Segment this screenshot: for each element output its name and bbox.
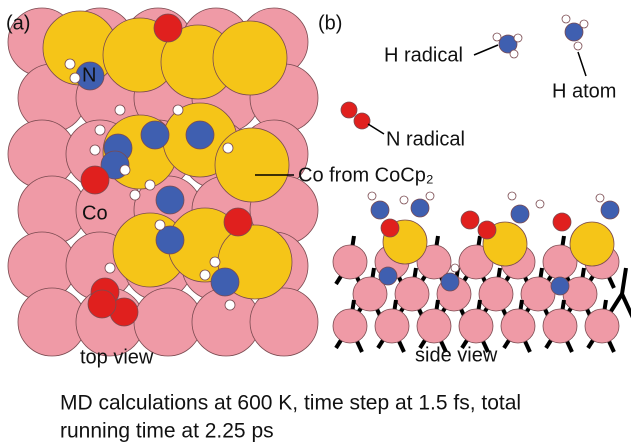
atom [200, 270, 210, 280]
atom [574, 42, 582, 50]
panel-label: (a) [6, 12, 30, 34]
atom [381, 219, 399, 237]
caption-line: MD calculations at 600 K, time step at 1… [60, 392, 521, 415]
atom [210, 257, 220, 267]
pointer [368, 124, 384, 134]
annotation: H atom [552, 80, 616, 102]
caption-line: running time at 2.25 ps [60, 420, 274, 443]
atom [426, 192, 434, 200]
atom [478, 221, 496, 239]
atom [105, 263, 115, 273]
atom [224, 208, 252, 236]
atom [508, 192, 516, 200]
atom [88, 290, 116, 318]
atom [375, 309, 409, 343]
atom [155, 220, 165, 230]
atom [562, 15, 570, 23]
atom [213, 21, 287, 95]
annotation: H radical [384, 44, 463, 66]
atom [225, 300, 235, 310]
atom [451, 264, 459, 272]
atom [553, 213, 571, 231]
view-caption: top view [80, 346, 154, 368]
atom [411, 199, 429, 217]
atom [90, 145, 100, 155]
pointer [474, 45, 498, 55]
atom [417, 309, 451, 343]
atom [501, 309, 535, 343]
atom [601, 201, 619, 219]
atom [215, 128, 289, 202]
atom [536, 200, 544, 208]
view-caption: side view [415, 344, 498, 366]
figure: (a) (b) N Co Co from CoCp₂ H radical H a… [0, 0, 631, 443]
pointer [578, 52, 586, 76]
atom [521, 277, 555, 311]
atom [115, 105, 125, 115]
annotation: Co from CoCp₂ [298, 164, 434, 186]
atom [459, 309, 493, 343]
atom [120, 165, 130, 175]
atom [400, 196, 408, 204]
atom [441, 273, 459, 291]
atom [145, 180, 155, 190]
atom [333, 309, 367, 343]
atom [211, 268, 239, 296]
atom [585, 309, 619, 343]
annotation: N radical [386, 128, 465, 150]
atom [551, 277, 569, 295]
atom-label: Co [82, 202, 108, 224]
atom [130, 190, 140, 200]
atom [371, 201, 389, 219]
atom [65, 59, 75, 69]
atom [354, 113, 370, 129]
atom [570, 222, 614, 266]
atom [223, 143, 233, 153]
atom [70, 73, 80, 83]
atom [493, 33, 501, 41]
bond [622, 294, 631, 320]
atom [186, 121, 214, 149]
atom [173, 105, 183, 115]
atom [511, 205, 529, 223]
panel-label: (b) [318, 12, 342, 34]
atom [395, 277, 429, 311]
atom [514, 34, 522, 42]
atom [479, 277, 513, 311]
top-view-atoms [8, 8, 318, 356]
atom [510, 50, 518, 58]
atom [81, 166, 109, 194]
atom [379, 267, 397, 285]
atom [154, 14, 182, 42]
atom [95, 125, 105, 135]
atom [543, 309, 577, 343]
atom [141, 121, 169, 149]
atom [580, 20, 588, 28]
atom [156, 186, 184, 214]
atom-label: N [82, 64, 96, 86]
atom [368, 192, 376, 200]
atom [333, 245, 367, 279]
atom [341, 102, 357, 118]
atom [461, 211, 479, 229]
atom [596, 194, 604, 202]
bond [622, 268, 626, 294]
